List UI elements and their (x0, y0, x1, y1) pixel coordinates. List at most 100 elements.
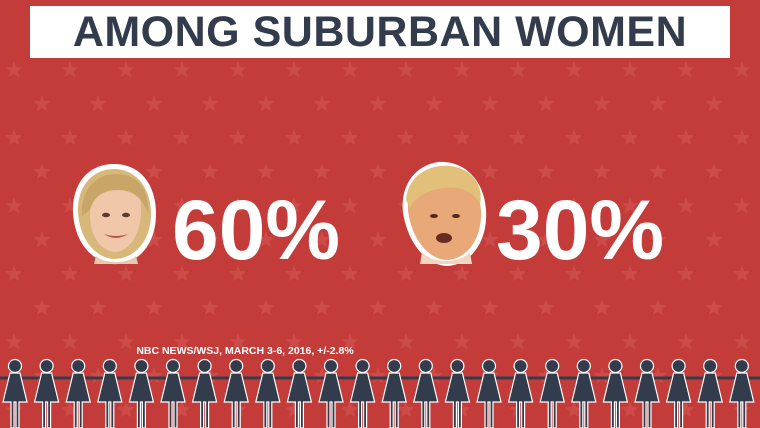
woman-figure-icon (444, 358, 471, 428)
source-note: NBC NEWS/WSJ, MARCH 3-6, 2016, +/-2.8% (136, 345, 354, 357)
star-icon (677, 401, 695, 418)
star-icon (565, 129, 583, 146)
star-icon (481, 95, 499, 112)
candidate-2-portrait (398, 160, 490, 268)
star-icon (285, 61, 303, 78)
star-icon (621, 401, 639, 418)
star-icon (593, 299, 611, 316)
star-icon (565, 197, 583, 214)
woman-figure-icon (507, 358, 534, 428)
woman-figure-icon (65, 358, 91, 428)
star-icon (621, 333, 639, 350)
woman-figure-icon (191, 358, 218, 428)
star-icon (145, 367, 163, 384)
star-icon (257, 95, 275, 112)
star-icon (341, 333, 359, 350)
star-icon (593, 231, 611, 248)
star-icon (145, 231, 163, 248)
woman-figure-icon (729, 358, 755, 428)
star-icon (537, 163, 555, 180)
woman-figure-icon (128, 358, 155, 428)
star-icon (173, 265, 191, 282)
star-icon (425, 299, 443, 316)
women-figures-row (0, 358, 760, 428)
star-icon (145, 299, 163, 316)
star-icon (677, 61, 695, 78)
star-icon (285, 197, 303, 214)
woman-figure-icon (349, 358, 376, 428)
star-icon (453, 265, 471, 282)
star-icon (173, 61, 191, 78)
star-icon (733, 197, 751, 214)
candidate-2-percent: 30% (496, 183, 665, 277)
star-icon (369, 231, 387, 248)
star-icon (621, 197, 639, 214)
star-icon (313, 95, 331, 112)
star-icon (61, 265, 79, 282)
star-icon (565, 61, 583, 78)
star-icon (537, 95, 555, 112)
star-icon (61, 333, 79, 350)
woman-figure-icon (2, 358, 28, 428)
star-icon (117, 61, 135, 78)
star-icon (5, 333, 23, 350)
star-icon (565, 265, 583, 282)
star-icon (285, 401, 303, 418)
star-icon (117, 401, 135, 418)
star-icon (677, 197, 695, 214)
star-icon (509, 333, 527, 350)
star-icon (61, 401, 79, 418)
star-icon (33, 299, 51, 316)
woman-figure-icon (697, 358, 723, 428)
woman-figure-icon (665, 358, 692, 428)
star-icon (565, 333, 583, 350)
star-icon (649, 231, 667, 248)
star-icon (369, 299, 387, 316)
star-icon (313, 367, 331, 384)
man-portrait-icon (402, 161, 487, 266)
star-icon (453, 61, 471, 78)
star-icon (481, 299, 499, 316)
star-icon (509, 197, 527, 214)
star-icon (229, 129, 247, 146)
star-icon (341, 197, 359, 214)
star-icon (649, 95, 667, 112)
star-icon (173, 197, 191, 214)
star-icon (649, 163, 667, 180)
star-icon (733, 129, 751, 146)
star-icon (229, 61, 247, 78)
woman-figure-icon (286, 358, 313, 428)
woman-figure-icon (634, 358, 660, 428)
star-icon (89, 95, 107, 112)
star-icon (229, 197, 247, 214)
star-icon (173, 333, 191, 350)
star-icon (509, 129, 527, 146)
star-icon (5, 265, 23, 282)
star-icon (341, 265, 359, 282)
star-icon (593, 95, 611, 112)
star-icon (425, 367, 443, 384)
star-icon (705, 95, 723, 112)
star-icon (369, 163, 387, 180)
star-icon (313, 299, 331, 316)
star-icon (649, 367, 667, 384)
woman-figure-icon (381, 358, 407, 428)
star-icon (313, 163, 331, 180)
woman-figure-icon (539, 358, 565, 428)
star-icon (621, 129, 639, 146)
star-icon (201, 299, 219, 316)
star-icon (733, 401, 751, 418)
star-icon (89, 367, 107, 384)
star-icon (117, 265, 135, 282)
woman-portrait-icon (72, 164, 156, 265)
woman-figure-icon (160, 358, 186, 428)
star-icon (677, 265, 695, 282)
star-icon (145, 163, 163, 180)
star-icon (5, 129, 23, 146)
woman-figure-icon (97, 358, 123, 428)
star-icon (229, 333, 247, 350)
star-icon (649, 299, 667, 316)
star-icon (733, 333, 751, 350)
star-icon (313, 231, 331, 248)
